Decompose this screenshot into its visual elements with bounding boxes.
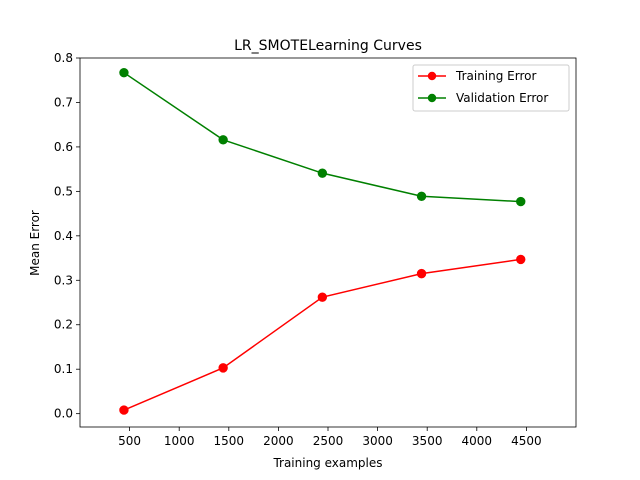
y-axis: 0.0 0.1 0.2 0.3 0.4 0.5 0.6 0.7 0.8 — [54, 51, 80, 421]
y-axis-label: Mean Error — [28, 210, 42, 276]
x-axis-label: Training examples — [272, 456, 382, 470]
y-tick-label: 0.4 — [54, 229, 73, 243]
x-tick-label: 2000 — [263, 434, 294, 448]
y-tick-label: 0.3 — [54, 273, 73, 287]
plot-frame — [79, 57, 577, 428]
x-tick-label: 2500 — [313, 434, 344, 448]
x-tick-label: 1000 — [164, 434, 195, 448]
training-error-point — [119, 405, 129, 415]
training-error-point — [416, 268, 427, 279]
validation-error-point — [416, 191, 427, 201]
x-tick-label: 4500 — [511, 434, 542, 448]
legend-validation-error-label: Validation Error — [456, 91, 548, 105]
y-tick-label: 0.8 — [54, 51, 73, 65]
training-error-point — [516, 254, 526, 265]
x-tick-label: 500 — [118, 434, 141, 448]
y-tick-label: 0.0 — [54, 407, 73, 421]
x-tick-label: 3000 — [362, 434, 393, 448]
y-tick-label: 0.1 — [54, 362, 73, 376]
legend-training-error-marker — [427, 71, 437, 81]
x-tick-label: 3500 — [412, 434, 443, 448]
x-axis: 500 1000 1500 2000 2500 3000 3500 4000 4500 — [118, 427, 542, 448]
series-layer — [119, 67, 526, 415]
legend-training-error-label: Training Error — [455, 69, 536, 83]
x-tick-label: 4000 — [462, 434, 493, 448]
validation-error-point — [317, 168, 328, 178]
training-error-point — [218, 363, 228, 373]
training-error-point — [317, 292, 328, 302]
y-tick-label: 0.6 — [54, 140, 73, 154]
legend: Training Error Validation Error — [412, 64, 570, 112]
chart-title: LR_SMOTELearning Curves — [234, 38, 422, 54]
x-tick-label: 1500 — [214, 434, 245, 448]
validation-error-point — [218, 135, 228, 145]
y-tick-label: 0.5 — [54, 184, 73, 198]
legend-validation-error-marker — [427, 93, 437, 103]
y-tick-label: 0.7 — [54, 95, 73, 109]
legend-box — [412, 64, 570, 112]
validation-error-point — [516, 196, 526, 207]
y-tick-label: 0.2 — [54, 318, 73, 332]
validation-error-point — [119, 67, 129, 78]
